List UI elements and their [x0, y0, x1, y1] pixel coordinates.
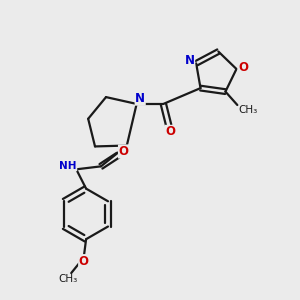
Text: CH₃: CH₃	[58, 274, 78, 284]
Text: O: O	[118, 145, 128, 158]
Text: O: O	[238, 61, 248, 74]
Text: CH₃: CH₃	[239, 105, 258, 115]
Text: N: N	[135, 92, 145, 105]
Text: O: O	[165, 125, 175, 138]
Text: O: O	[79, 255, 89, 268]
Text: N: N	[184, 55, 195, 68]
Text: NH: NH	[59, 161, 77, 171]
